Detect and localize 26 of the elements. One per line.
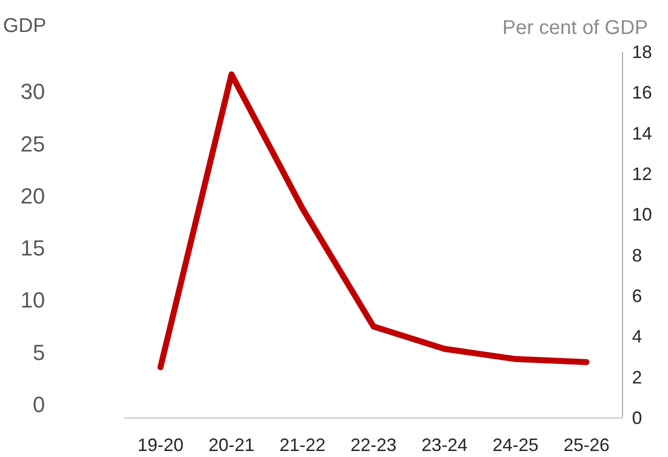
x-tick-label: 19-20	[137, 435, 184, 455]
x-tick-label: 21-22	[279, 435, 326, 455]
x-tick-label: 23-24	[421, 435, 468, 455]
y-tick-label: 30	[20, 79, 45, 104]
y2-tick-label: 16	[632, 82, 652, 103]
y2-tick-label: 12	[632, 164, 652, 184]
y-tick-label: 10	[20, 288, 45, 313]
y2-tick-label: 8	[632, 245, 642, 266]
y2-tick-label: 14	[632, 123, 652, 144]
y-tick-label: 20	[20, 183, 45, 208]
y2-tick-label: 10	[632, 204, 652, 225]
x-tick-label: 25-26	[563, 435, 610, 455]
y-tick-label: 25	[20, 131, 45, 156]
y2-tick-label: 2	[632, 367, 642, 388]
y2-tick-label: 4	[632, 326, 642, 347]
x-tick-label: 24-25	[492, 435, 539, 455]
y2-axis-title: Per cent of GDP	[502, 17, 648, 39]
y2-tick-label: 0	[632, 408, 642, 428]
y-axis-title: GDP	[3, 15, 46, 37]
y-tick-label: 15	[20, 236, 45, 261]
x-tick-label: 22-23	[350, 435, 397, 455]
y2-tick-label: 6	[632, 286, 642, 306]
y2-tick-label: 18	[632, 42, 652, 62]
y-tick-label: 0	[32, 392, 45, 417]
y-tick-label: 5	[32, 340, 45, 365]
x-tick-label: 20-21	[208, 435, 255, 455]
